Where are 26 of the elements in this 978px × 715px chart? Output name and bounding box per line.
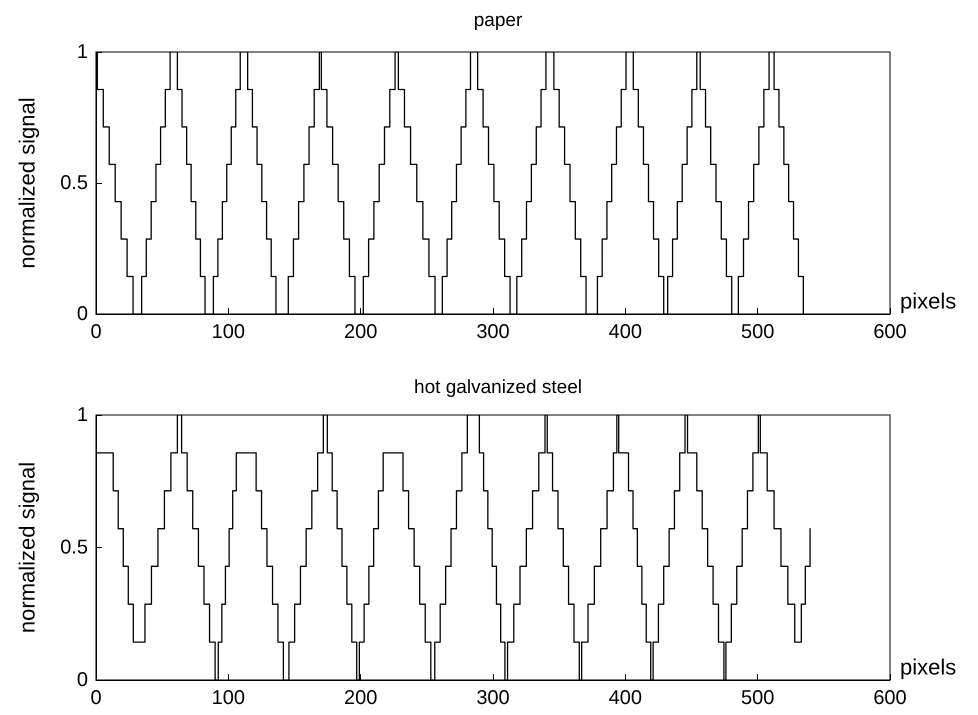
y-tick-label: 0.5 — [60, 536, 88, 558]
x-tick-label: 0 — [90, 321, 102, 343]
x-axis-title: pixels — [900, 654, 956, 680]
y-tick-label: 0 — [76, 303, 88, 325]
x-tick-label: 100 — [212, 687, 246, 709]
x-tick-label: 600 — [873, 321, 907, 343]
x-tick-label: 400 — [608, 687, 642, 709]
x-tick-label: 0 — [90, 687, 102, 709]
x-tick-label: 300 — [476, 687, 510, 709]
x-tick-label: 500 — [740, 321, 774, 343]
y-axis-title: normalized signal — [14, 97, 40, 269]
y-tick-label: 1 — [76, 41, 88, 63]
y-tick-label: 0 — [76, 669, 88, 691]
x-axis-title: pixels — [900, 288, 956, 314]
x-tick-label: 400 — [608, 321, 642, 343]
x-tick-label: 600 — [873, 687, 907, 709]
y-tick-label: 0.5 — [60, 172, 88, 194]
chart-title: hot galvanized steel — [414, 377, 582, 398]
chart-title: paper — [474, 10, 523, 31]
x-tick-label: 300 — [476, 321, 510, 343]
x-tick-label: 200 — [344, 687, 378, 709]
x-tick-label: 500 — [740, 687, 774, 709]
y-tick-label: 1 — [76, 404, 88, 426]
x-tick-label: 200 — [344, 321, 378, 343]
y-axis-title: normalized signal — [14, 462, 40, 634]
x-tick-label: 100 — [212, 321, 246, 343]
